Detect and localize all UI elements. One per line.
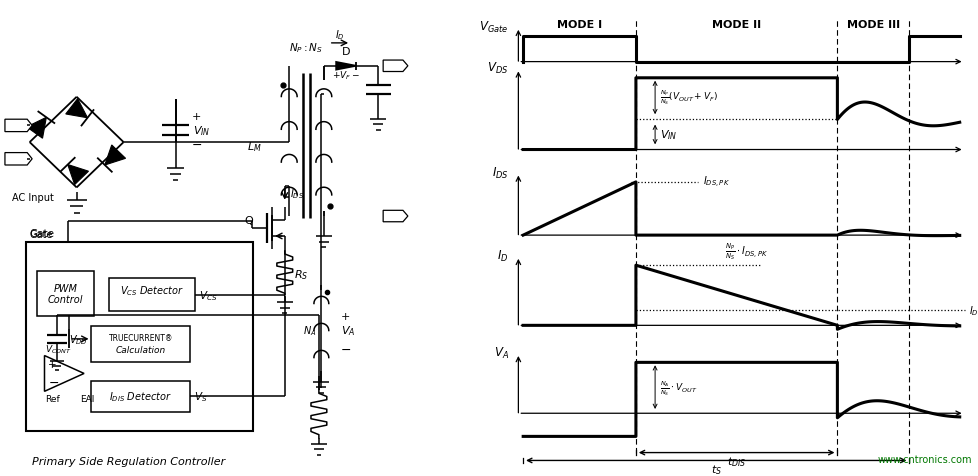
Text: D: D bbox=[341, 47, 350, 57]
Text: $V_{CS}$ Detector: $V_{CS}$ Detector bbox=[120, 284, 184, 298]
Text: $t_{DIS}$: $t_{DIS}$ bbox=[727, 454, 745, 468]
Text: MODE I: MODE I bbox=[556, 20, 601, 30]
Text: $\frac{N_A}{N_S}\cdot V_{OUT}$: $\frac{N_A}{N_S}\cdot V_{OUT}$ bbox=[659, 378, 696, 397]
Text: $I_D$: $I_D$ bbox=[334, 28, 344, 42]
Text: $L_M$: $L_M$ bbox=[247, 139, 262, 153]
Text: $I_{DS}$: $I_{DS}$ bbox=[289, 187, 303, 200]
Text: $V_A$: $V_A$ bbox=[340, 324, 355, 337]
Text: $V_{IN}$: $V_{IN}$ bbox=[659, 129, 677, 142]
Text: $\frac{N_P}{N_S}\cdot I_{DS,PK}$: $\frac{N_P}{N_S}\cdot I_{DS,PK}$ bbox=[724, 241, 767, 262]
Text: $I_D$: $I_D$ bbox=[968, 304, 978, 317]
Text: PWM: PWM bbox=[54, 283, 77, 293]
Text: $V_A$: $V_A$ bbox=[493, 345, 509, 360]
Text: Control: Control bbox=[48, 295, 83, 305]
Polygon shape bbox=[44, 356, 84, 391]
Polygon shape bbox=[5, 120, 32, 132]
Text: $+V_F-$: $+V_F-$ bbox=[332, 69, 360, 82]
Text: $I_D$: $I_D$ bbox=[497, 248, 509, 263]
Text: $N_P : N_S$: $N_P : N_S$ bbox=[289, 41, 324, 55]
Text: $I_{DIS}$ Detector: $I_{DIS}$ Detector bbox=[110, 389, 172, 403]
Text: AC Input: AC Input bbox=[13, 193, 54, 203]
Text: −: − bbox=[48, 376, 59, 389]
Text: $V_{CONT}$: $V_{CONT}$ bbox=[45, 343, 72, 356]
Polygon shape bbox=[382, 211, 408, 222]
Bar bbox=[25, 243, 253, 431]
Text: $N_A$: $N_A$ bbox=[302, 324, 316, 337]
Text: Gate: Gate bbox=[29, 229, 55, 239]
Bar bbox=[91, 326, 190, 362]
Text: $I_{DS,PK}$: $I_{DS,PK}$ bbox=[702, 175, 730, 190]
Text: +: + bbox=[48, 359, 57, 369]
Text: EAI: EAI bbox=[80, 394, 94, 403]
Text: −: − bbox=[192, 139, 202, 152]
Bar bbox=[91, 381, 190, 412]
Text: +: + bbox=[340, 312, 350, 321]
Text: Gate: Gate bbox=[29, 230, 53, 240]
Polygon shape bbox=[382, 61, 408, 72]
Polygon shape bbox=[67, 165, 88, 185]
Text: $t_S$: $t_S$ bbox=[710, 462, 721, 476]
Bar bbox=[109, 278, 195, 312]
Text: $V_{DS}$: $V_{DS}$ bbox=[487, 61, 509, 76]
Text: Primary Side Regulation Controller: Primary Side Regulation Controller bbox=[32, 456, 225, 466]
Text: www.cntronics.com: www.cntronics.com bbox=[876, 454, 971, 464]
Text: $V_{Gate}$: $V_{Gate}$ bbox=[479, 20, 509, 35]
Text: MODE III: MODE III bbox=[846, 20, 899, 30]
Polygon shape bbox=[105, 146, 125, 166]
Text: $V_{CS}$: $V_{CS}$ bbox=[200, 288, 217, 302]
Text: $I_{DS}$: $I_{DS}$ bbox=[492, 165, 509, 180]
Text: +: + bbox=[192, 112, 201, 121]
Polygon shape bbox=[335, 63, 356, 70]
Polygon shape bbox=[5, 153, 32, 166]
Text: Calculation: Calculation bbox=[115, 345, 166, 354]
Text: Q: Q bbox=[244, 216, 253, 226]
Text: $R_S$: $R_S$ bbox=[293, 267, 308, 281]
Text: $V_S$: $V_S$ bbox=[194, 389, 207, 403]
Text: $V_{IN}$: $V_{IN}$ bbox=[193, 124, 210, 137]
Text: $V_{DD}$: $V_{DD}$ bbox=[68, 332, 87, 346]
Text: Ref: Ref bbox=[45, 394, 61, 403]
Bar bbox=[37, 271, 94, 317]
Text: MODE II: MODE II bbox=[711, 20, 761, 30]
Polygon shape bbox=[66, 99, 87, 119]
Polygon shape bbox=[26, 118, 46, 139]
Text: −: − bbox=[340, 343, 351, 357]
Text: $\frac{N_P}{N_S}(V_{OUT}+V_F)$: $\frac{N_P}{N_S}(V_{OUT}+V_F)$ bbox=[659, 88, 717, 107]
Text: TRUECURRENT®: TRUECURRENT® bbox=[109, 334, 173, 343]
